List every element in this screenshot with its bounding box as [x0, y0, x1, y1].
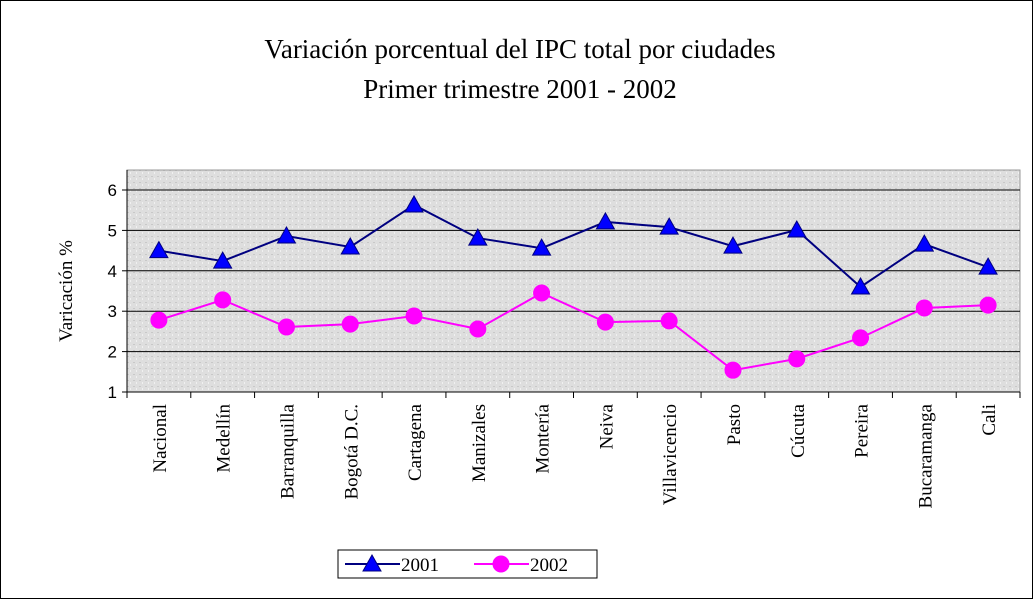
x-tick-label: Neiva	[596, 403, 617, 449]
x-tick-label: Cúcuta	[788, 403, 809, 457]
point-marker	[341, 315, 359, 333]
point-marker	[595, 211, 616, 230]
series-line	[158, 291, 989, 372]
x-tick-label: Medellín	[214, 404, 235, 473]
point-marker	[533, 284, 551, 302]
point-marker	[531, 238, 552, 256]
chart-title: Variación porcentual del IPC total por c…	[264, 34, 775, 64]
point-marker	[212, 251, 233, 269]
x-tick-label: Villavicencio	[660, 404, 681, 505]
point-marker	[492, 555, 510, 573]
point-marker	[788, 350, 806, 368]
x-tick-label: Barranquilla	[277, 403, 298, 499]
point-marker	[277, 318, 295, 336]
y-tick-label: 5	[108, 221, 117, 240]
y-tick-label: 1	[108, 383, 117, 402]
point-marker	[276, 226, 297, 244]
point-marker	[469, 320, 487, 338]
x-tick-label: Bogotá D.C.	[341, 404, 362, 500]
point-marker	[150, 311, 168, 329]
y-axis-label: Varicación %	[56, 240, 77, 342]
x-tick-label: Manizales	[469, 404, 490, 482]
point-marker	[978, 257, 998, 275]
point-marker	[724, 361, 742, 379]
x-tick-label: Montería	[533, 403, 554, 473]
x-tick-label: Nacional	[150, 404, 171, 473]
x-tick-label: Cartagena	[405, 403, 426, 481]
point-marker	[149, 240, 169, 259]
x-tick-label: Cali	[979, 404, 1000, 436]
point-marker	[786, 219, 807, 238]
y-tick-label: 6	[108, 181, 117, 200]
point-marker	[660, 312, 678, 330]
point-marker	[596, 313, 614, 331]
y-tick-label: 2	[108, 343, 117, 362]
plot-area	[126, 169, 1021, 393]
chart-subtitle: Primer trimestre 2001 - 2002	[363, 74, 676, 104]
point-marker	[467, 228, 488, 246]
y-tick-label: 4	[108, 262, 117, 281]
x-tick-label: Bucaramanga	[915, 403, 936, 508]
point-marker	[362, 553, 382, 572]
point-marker	[914, 234, 935, 252]
point-marker	[340, 236, 361, 255]
point-marker	[852, 329, 870, 347]
point-marker	[214, 291, 232, 309]
point-marker	[915, 299, 933, 317]
point-marker	[979, 296, 997, 314]
x-tick-label: Pasto	[724, 404, 745, 445]
point-marker	[659, 217, 680, 235]
legend-label: 2002	[530, 555, 568, 576]
point-marker	[404, 194, 424, 213]
x-tick-label: Pereira	[852, 403, 873, 457]
point-marker	[723, 236, 743, 254]
point-marker	[405, 307, 423, 325]
legend-label: 2001	[401, 555, 439, 576]
y-tick-label: 3	[108, 302, 117, 321]
point-marker	[850, 276, 871, 295]
series-line	[158, 203, 989, 289]
